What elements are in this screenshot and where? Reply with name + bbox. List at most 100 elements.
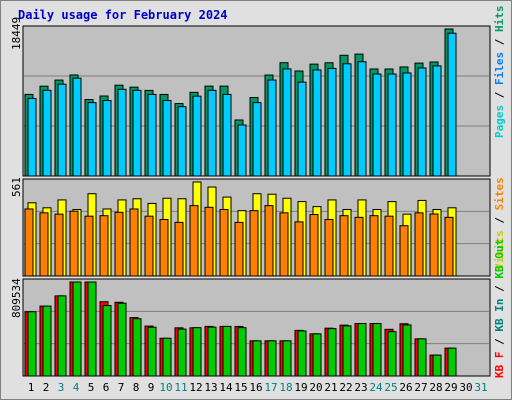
- files-bar: [282, 68, 292, 177]
- sites-bar: [24, 208, 34, 277]
- sites-bar: [429, 213, 439, 277]
- sites-bar: [99, 215, 109, 277]
- kbout-bar: [87, 281, 97, 377]
- x-tick-label: 16: [249, 381, 262, 394]
- x-tick-label: 15: [234, 381, 247, 394]
- legend-part: /: [493, 32, 506, 52]
- kbout-bar: [417, 338, 427, 377]
- x-tick-label: 5: [88, 381, 95, 394]
- x-tick-label: 13: [204, 381, 217, 394]
- files-bar: [312, 69, 322, 177]
- x-tick-label: 8: [133, 381, 140, 394]
- legend-part: /: [493, 332, 506, 352]
- files-bar: [57, 83, 67, 177]
- kbout-bar: [132, 318, 142, 377]
- mid-legend: Visits / Sites: [493, 177, 506, 270]
- legend-part: Sites: [493, 177, 506, 210]
- x-tick-label: 10: [159, 381, 172, 394]
- sites-bar: [444, 216, 454, 277]
- kbout-bar: [432, 354, 442, 377]
- x-tick-label: 11: [174, 381, 187, 394]
- kbout-bar: [57, 295, 67, 377]
- files-bar: [132, 89, 142, 177]
- x-tick-labels: 1 2 3 4 5 6 7 8 9 10 11 12 13 14 15 16 17 18 19 20 21 22 23 24 2…: [28, 381, 488, 394]
- x-tick-label: 31: [474, 381, 487, 394]
- kbout-bar: [162, 337, 172, 377]
- legend-part: Pages: [493, 105, 506, 138]
- kbout-bar: [222, 325, 232, 377]
- kbout-bar: [207, 326, 217, 377]
- sites-bar: [159, 219, 169, 277]
- x-tick-label: 29: [444, 381, 457, 394]
- kbout-bar: [42, 305, 52, 377]
- x-tick-label: 25: [384, 381, 397, 394]
- legend-part: Files: [493, 52, 506, 85]
- sites-bar: [249, 210, 259, 277]
- sites-bar: [129, 208, 139, 277]
- kbout-bar: [282, 340, 292, 377]
- files-bar: [162, 100, 172, 177]
- sites-bar: [69, 210, 79, 277]
- sites-bar: [339, 215, 349, 277]
- kbout-bar: [342, 325, 352, 377]
- sites-bar: [114, 211, 124, 277]
- x-tick-label: 3: [58, 381, 65, 394]
- kbout-bar: [147, 326, 157, 377]
- files-bar: [327, 67, 337, 177]
- files-bar: [102, 100, 112, 177]
- sites-bar: [414, 212, 424, 277]
- x-tick-label: 4: [73, 381, 80, 394]
- legend-part: KB F: [493, 352, 506, 379]
- files-bar: [117, 88, 127, 177]
- sites-bar: [264, 205, 274, 277]
- x-tick-label: 24: [369, 381, 383, 394]
- sites-bar: [354, 216, 364, 277]
- sites-bar: [144, 215, 154, 277]
- kbout-bar: [192, 327, 202, 377]
- legend-part: /: [493, 279, 506, 299]
- top-bars: [24, 28, 457, 177]
- kbout-bar: [102, 305, 112, 377]
- x-tick-label: 2: [43, 381, 50, 394]
- files-bar: [402, 72, 412, 177]
- files-bar: [252, 102, 262, 177]
- mid-bars: [24, 181, 457, 277]
- legend-part: KB Out: [493, 239, 506, 279]
- kbout-bar: [177, 328, 187, 377]
- files-bar: [267, 79, 277, 177]
- x-tick-label: 14: [219, 381, 233, 394]
- x-tick-label: 26: [399, 381, 412, 394]
- x-tick-label: 12: [189, 381, 202, 394]
- kbout-bar: [267, 340, 277, 377]
- sites-bar: [84, 215, 94, 277]
- mid-max-label: 561: [10, 177, 23, 197]
- files-bar: [87, 102, 97, 177]
- sites-bar: [39, 212, 49, 277]
- kbout-bar: [402, 324, 412, 377]
- kbout-bar: [72, 281, 82, 377]
- x-tick-label: 1: [28, 381, 35, 394]
- chart-title: Daily usage for February 2024: [18, 8, 228, 22]
- kbout-bar: [447, 347, 457, 377]
- kbout-bar: [312, 333, 322, 377]
- kbout-bar: [357, 323, 367, 377]
- files-bar: [207, 89, 217, 177]
- sites-bar: [204, 206, 214, 277]
- bottom-legend: KB F / KB In / KB Out: [493, 239, 506, 378]
- files-bar: [237, 124, 247, 177]
- x-tick-label: 23: [354, 381, 367, 394]
- kbout-bar: [387, 331, 397, 377]
- top-legend: Pages / Files / Hits: [493, 6, 506, 139]
- x-tick-label: 9: [148, 381, 155, 394]
- kbout-bar: [117, 302, 127, 377]
- x-tick-label: 21: [324, 381, 337, 394]
- files-bar: [177, 106, 187, 177]
- x-tick-label: 22: [339, 381, 352, 394]
- top-max-label: 18449: [10, 17, 23, 50]
- files-bar: [222, 93, 232, 177]
- legend-part: Visits: [493, 230, 506, 270]
- files-bar: [72, 77, 82, 177]
- sites-bar: [189, 205, 199, 277]
- files-bar: [387, 73, 397, 177]
- files-bar: [42, 89, 52, 177]
